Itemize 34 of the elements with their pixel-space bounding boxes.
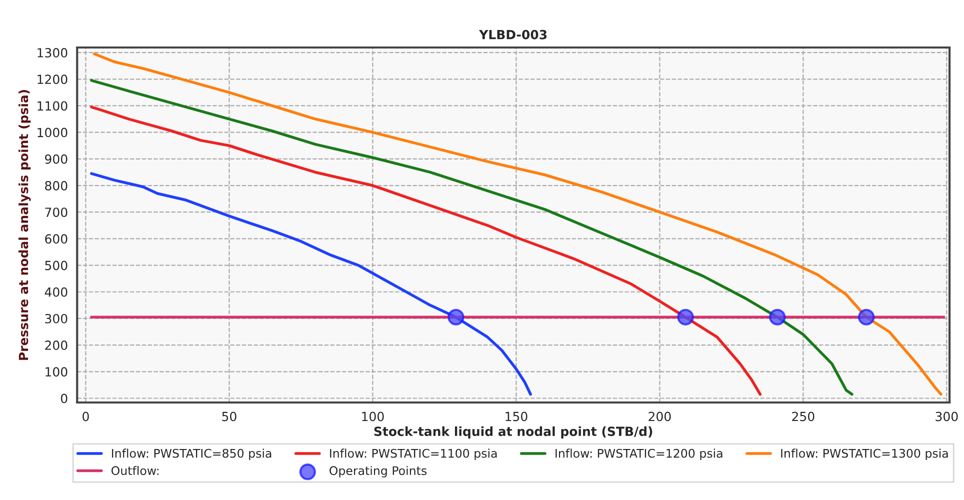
legend-label: Inflow: PWSTATIC=1100 psia bbox=[330, 448, 497, 460]
legend-label: Inflow: PWSTATIC=1200 psia bbox=[556, 448, 722, 460]
y-tick-label: 400 bbox=[44, 287, 68, 297]
x-tick-label: 50 bbox=[222, 412, 236, 422]
line-series bbox=[92, 52, 942, 396]
y-tick-label: 700 bbox=[45, 208, 68, 218]
y-tick-label: 1100 bbox=[38, 101, 68, 111]
y-axis-title: Pressure at nodal analysis point (psia) bbox=[18, 90, 31, 360]
legend-label: Inflow: PWSTATIC=850 psia bbox=[112, 448, 272, 460]
y-tick-label: 500 bbox=[45, 260, 68, 270]
x-tick-label: 150 bbox=[506, 412, 528, 422]
y-tick-label: 900 bbox=[45, 154, 68, 164]
y-tick-label: 600 bbox=[45, 234, 68, 244]
legend-label: Outflow: bbox=[112, 466, 159, 476]
chart-title: YLBD-003 bbox=[478, 30, 547, 40]
x-tick-label: 200 bbox=[648, 412, 671, 422]
x-tick-label: 0 bbox=[82, 412, 89, 422]
legend-label: Operating Points bbox=[330, 466, 427, 478]
y-tick-label: 300 bbox=[45, 314, 68, 324]
x-axis-title: Stock-tank liquid at nodal point (STB/d) bbox=[374, 426, 652, 438]
x-tick-label: 300 bbox=[936, 412, 958, 422]
y-tick-label: 1000 bbox=[38, 128, 68, 138]
y-tick-label: 1300 bbox=[38, 48, 68, 58]
line-series bbox=[90, 172, 532, 396]
y-tick-label: 800 bbox=[45, 180, 68, 190]
y-tick-label: 200 bbox=[45, 340, 68, 350]
line-series bbox=[90, 79, 854, 396]
y-tick-label: 100 bbox=[46, 367, 68, 377]
x-tick-label: 100 bbox=[362, 412, 384, 422]
line-series bbox=[90, 106, 762, 396]
y-tick-label: 0 bbox=[60, 394, 68, 404]
x-tick-label: 250 bbox=[792, 412, 814, 422]
y-tick-label: 1200 bbox=[38, 74, 68, 84]
legend-label: Inflow: PWSTATIC=1300 psia bbox=[781, 448, 948, 460]
